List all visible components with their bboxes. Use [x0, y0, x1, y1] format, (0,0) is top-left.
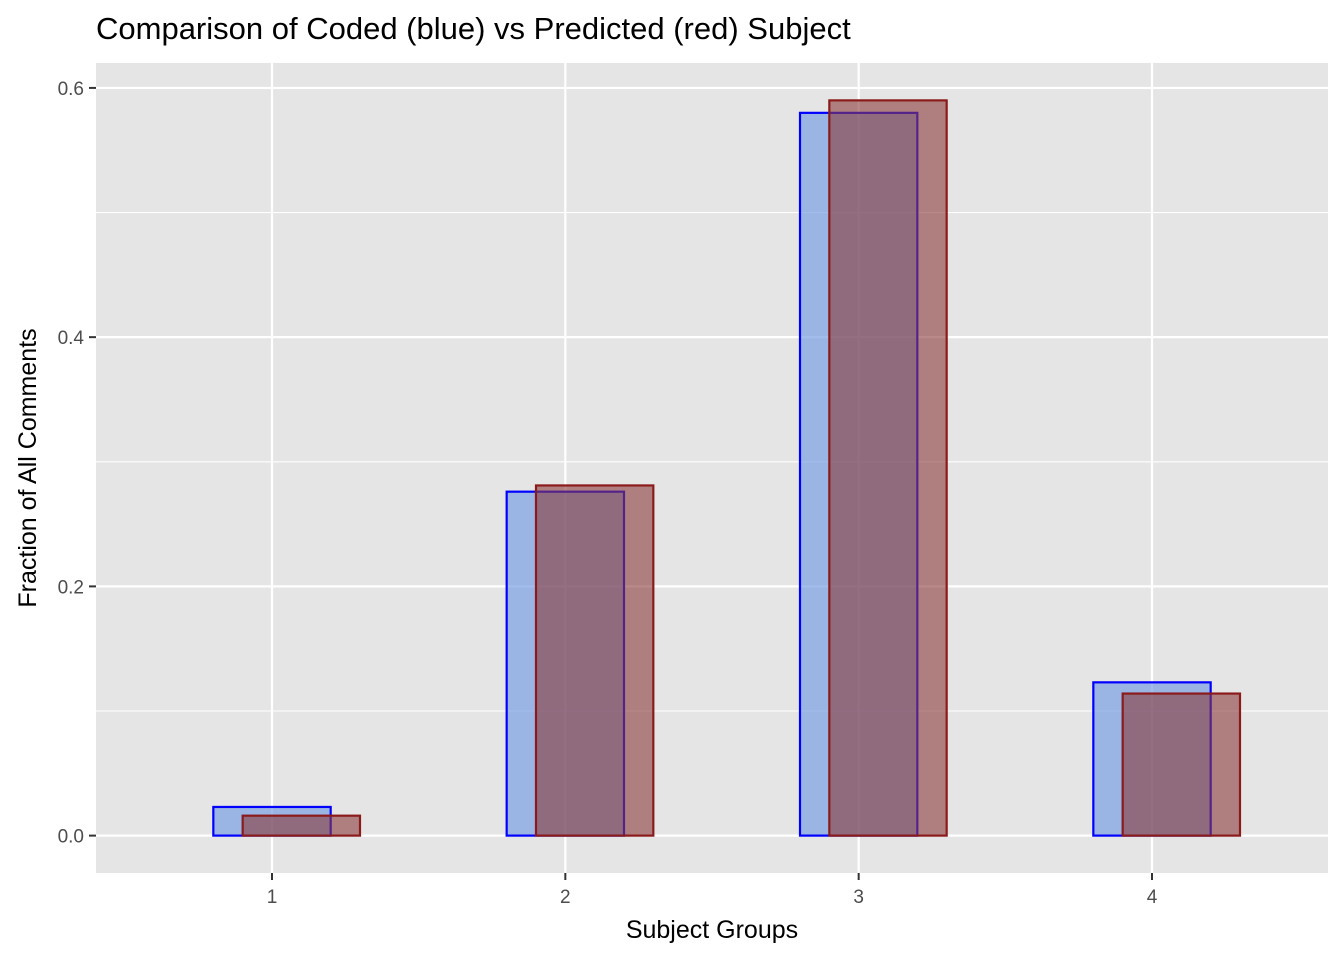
x-tick-label: 3 — [853, 887, 864, 908]
bars — [212, 99, 1242, 837]
chart-title: Comparison of Coded (blue) vs Predicted … — [96, 11, 851, 46]
x-tick-label: 1 — [267, 887, 278, 908]
x-tick-label: 4 — [1147, 887, 1158, 908]
bar-series-2-cat-1 — [241, 814, 362, 837]
y-axis: 0.0 0.2 0.4 0.6 — [58, 79, 96, 848]
y-tick-label: 0.4 — [58, 328, 85, 349]
y-tick-label: 0.2 — [58, 577, 84, 598]
x-tick-label: 2 — [560, 887, 571, 908]
bar-series-2-cat-3 — [828, 99, 948, 837]
bar-series-2-cat-4 — [1121, 692, 1242, 837]
x-axis: 1 2 3 4 — [267, 873, 1158, 908]
bar-series-2 — [241, 99, 1242, 837]
x-axis-title: Subject Groups — [626, 916, 798, 944]
y-tick-label: 0.6 — [58, 79, 84, 100]
y-axis-title: Fraction of All Comments — [14, 328, 42, 607]
y-tick-label: 0.0 — [58, 827, 84, 848]
bar-series-2-cat-2 — [534, 484, 655, 837]
